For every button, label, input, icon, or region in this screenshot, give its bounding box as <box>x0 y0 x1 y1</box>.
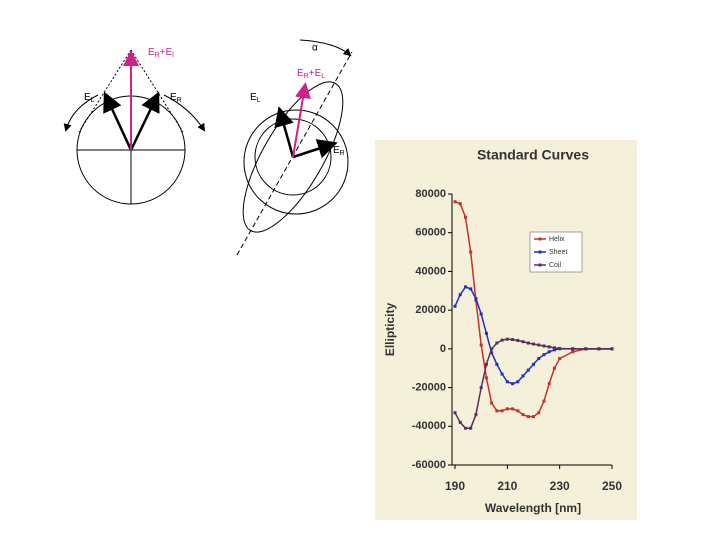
data-point <box>532 342 535 346</box>
data-point <box>547 350 551 354</box>
data-point <box>610 347 614 351</box>
y-tick-label: -60000 <box>412 459 446 471</box>
data-point <box>552 366 556 370</box>
data-point <box>537 343 541 347</box>
data-point <box>516 380 520 384</box>
data-point <box>474 297 478 301</box>
data-point <box>571 350 575 354</box>
data-point <box>558 357 562 361</box>
data-point <box>474 413 478 417</box>
legend-swatch-marker <box>538 237 542 241</box>
data-point <box>490 347 494 351</box>
data-point <box>532 415 535 419</box>
data-point <box>526 341 530 345</box>
data-point <box>542 353 546 357</box>
data-point <box>526 415 530 419</box>
data-point <box>453 411 457 415</box>
diagram-label: ER+EL <box>297 68 325 80</box>
diagram-label: EL <box>250 92 261 104</box>
data-point <box>526 368 530 372</box>
data-point <box>505 337 509 341</box>
diagram-label: EL <box>84 92 95 104</box>
data-point <box>532 362 535 366</box>
data-point <box>500 409 504 413</box>
data-point <box>542 399 546 403</box>
data-point <box>537 357 541 361</box>
diagram-label: ER <box>170 92 182 104</box>
data-point <box>584 347 588 351</box>
left-diagram <box>63 49 206 205</box>
data-point <box>458 202 462 206</box>
data-point <box>521 413 525 417</box>
chart-title: Standard Curves <box>477 147 589 163</box>
y-tick-label: 40000 <box>415 265 446 277</box>
data-point <box>516 339 520 343</box>
data-point <box>511 338 515 342</box>
data-point <box>484 362 488 366</box>
data-point <box>547 382 551 386</box>
y-tick-label: -20000 <box>412 381 446 393</box>
data-point <box>469 287 473 291</box>
data-point <box>597 347 601 351</box>
data-point <box>469 250 473 254</box>
data-point <box>542 344 546 348</box>
data-point <box>453 304 457 308</box>
data-point <box>490 401 494 405</box>
data-point <box>505 380 509 384</box>
data-point <box>495 341 499 345</box>
y-tick-label: 60000 <box>415 227 446 239</box>
legend-label: Sheet <box>549 249 567 256</box>
data-point <box>495 362 499 366</box>
data-point <box>558 346 562 350</box>
y-tick-label: 20000 <box>415 304 446 316</box>
legend-label: Coil <box>549 262 562 269</box>
data-point <box>463 285 467 289</box>
data-point <box>484 331 488 335</box>
data-point <box>463 215 467 219</box>
y-tick-label: 0 <box>440 343 446 355</box>
y-tick-label: -40000 <box>412 420 446 432</box>
data-point <box>521 340 525 344</box>
x-tick-label: 250 <box>602 479 622 493</box>
data-point <box>479 343 483 347</box>
data-point <box>484 376 488 380</box>
y-axis-label: Ellipticity <box>383 303 397 357</box>
data-point <box>521 374 525 378</box>
legend-label: Helix <box>549 236 565 243</box>
data-point <box>571 347 575 351</box>
data-point <box>490 351 494 355</box>
data-point <box>469 426 473 430</box>
data-point <box>453 200 457 204</box>
data-point <box>552 348 556 352</box>
data-point <box>500 372 504 376</box>
data-point <box>547 345 551 349</box>
data-point <box>458 420 462 424</box>
data-point <box>463 426 467 430</box>
y-tick-label: 80000 <box>415 188 446 200</box>
data-point <box>505 407 509 411</box>
right-diagram <box>236 39 353 256</box>
data-point <box>516 409 520 413</box>
diagram-label: ER+El <box>148 47 174 59</box>
x-tick-label: 210 <box>497 479 517 493</box>
diagram-label: α <box>312 43 318 54</box>
data-point <box>552 346 556 350</box>
data-point <box>537 411 541 415</box>
diagram-label: ER <box>333 145 345 157</box>
data-point <box>511 407 515 411</box>
x-tick-label: 230 <box>550 479 570 493</box>
legend-swatch-marker <box>538 250 542 254</box>
data-point <box>495 409 499 413</box>
chart: Standard Curves Wavelength [nm] Ellipticit… <box>383 147 622 515</box>
data-point <box>500 338 504 342</box>
data-point <box>511 382 515 386</box>
x-tick-label: 190 <box>445 479 465 493</box>
data-point <box>479 312 483 316</box>
legend-swatch-marker <box>538 263 542 267</box>
chart-panel <box>375 140 637 520</box>
x-axis-label: Wavelength [nm] <box>485 501 581 515</box>
data-point <box>458 293 462 297</box>
data-point <box>479 386 483 390</box>
